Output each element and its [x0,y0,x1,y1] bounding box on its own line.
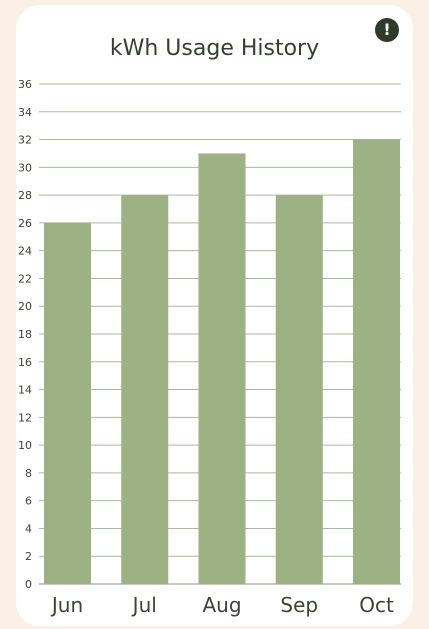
y-tick-label: 8 [25,467,32,480]
bar-sep [275,195,323,584]
x-tick-label: Jul [131,593,157,617]
y-tick-label: 34 [18,106,32,119]
y-tick-label: 24 [18,245,32,258]
y-tick-label: 22 [18,272,32,285]
bar-jun [44,222,91,584]
y-tick-label: 2 [25,550,32,563]
y-tick-label: 28 [18,189,32,202]
alert-circle-icon[interactable]: ! [375,18,399,42]
x-tick-label: Aug [202,593,241,617]
y-tick-label: 20 [18,300,32,313]
y-tick-label: 0 [25,578,32,591]
x-tick-label: Oct [359,593,394,617]
y-tick-label: 4 [25,522,32,535]
y-tick-label: 36 [18,78,32,91]
x-tick-label: Sep [280,593,318,617]
bar-oct [353,139,400,585]
chart-title: kWh Usage History [109,36,320,61]
y-tick-label: 14 [18,384,32,397]
y-tick-label: 6 [25,495,32,508]
y-tick-label: 30 [18,161,32,174]
y-tick-label: 12 [18,411,32,424]
y-tick-label: 32 [18,134,32,147]
bar-jul [121,195,169,584]
y-tick-label: 16 [18,356,32,369]
bar-aug [198,153,246,584]
y-tick-label: 26 [18,217,32,230]
y-tick-label: 10 [18,439,32,452]
y-tick-label: 18 [18,328,32,341]
x-tick-label: Jun [50,593,83,617]
